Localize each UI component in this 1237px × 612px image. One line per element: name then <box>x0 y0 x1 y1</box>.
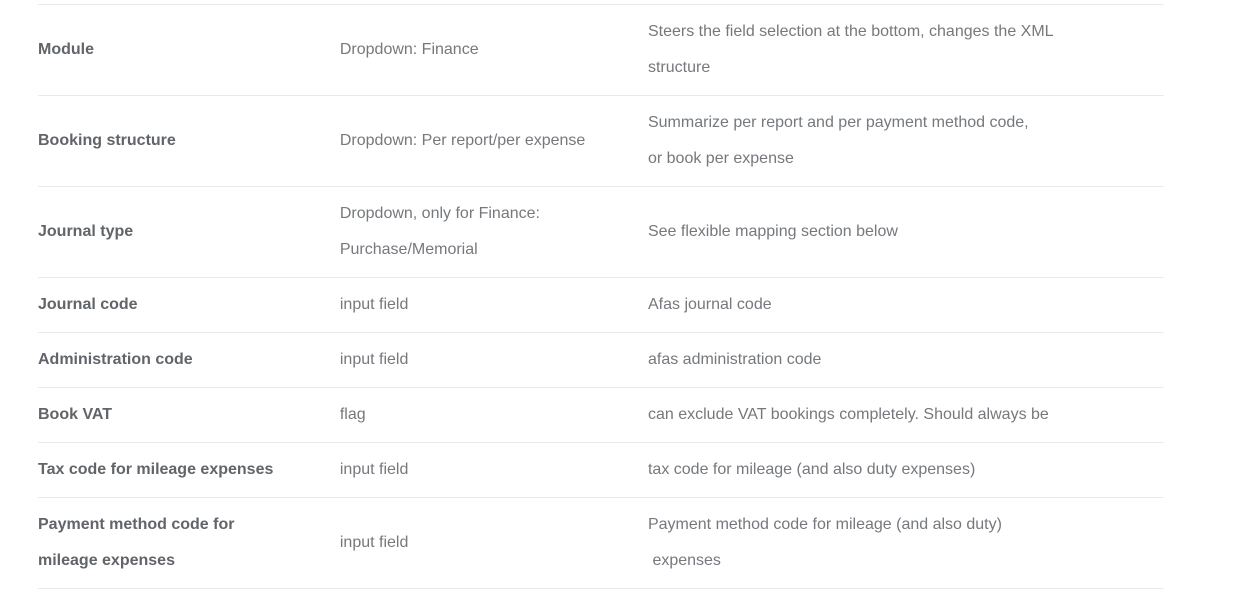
field-description-cell: Summarize per report and per payment met… <box>647 114 1029 167</box>
field-name-cell: Tax code for mileage expenses <box>38 461 274 478</box>
table-row: Journal code input field Afas journal co… <box>38 277 1164 333</box>
field-description-cell: afas administration code <box>647 351 822 368</box>
field-name-cell: Payment method code for mileage expenses <box>38 516 235 569</box>
field-description-cell: Steers the field selection at the bottom… <box>647 23 1054 76</box>
field-type-cell: input field <box>339 351 409 368</box>
field-description-cell: can exclude VAT bookings completely. Sho… <box>647 406 1049 423</box>
field-type-cell: input field <box>339 534 409 551</box>
field-type-cell: Dropdown, only for Finance: Purchase/Mem… <box>339 205 540 258</box>
field-name-cell: Booking structure <box>38 132 176 149</box>
field-description-cell: See flexible mapping section below <box>647 223 898 240</box>
table-row: Module Dropdown: Finance Steers the fiel… <box>38 4 1164 96</box>
field-description-cell: Payment method code for mileage (and als… <box>647 516 1002 569</box>
field-name-cell: Journal type <box>38 223 134 240</box>
settings-table-container: Module Dropdown: Finance Steers the fiel… <box>38 0 1164 589</box>
field-type-cell: flag <box>339 406 366 423</box>
field-type-cell: Dropdown: Finance <box>339 41 479 58</box>
table-row: Booking structure Dropdown: Per report/p… <box>38 95 1164 187</box>
field-type-cell: input field <box>339 461 409 478</box>
table-row: Journal type Dropdown, only for Finance:… <box>38 186 1164 278</box>
field-name-cell: Journal code <box>38 296 138 313</box>
table-row: Payment method code for mileage expenses… <box>38 497 1164 589</box>
field-type-cell: Dropdown: Per report/per expense <box>339 132 586 149</box>
field-description-cell: tax code for mileage (and also duty expe… <box>647 461 976 478</box>
field-name-cell: Module <box>38 41 94 58</box>
field-type-cell: input field <box>339 296 409 313</box>
table-row: Administration code input field afas adm… <box>38 332 1164 388</box>
field-name-cell: Book VAT <box>38 406 113 423</box>
field-name-cell: Administration code <box>38 351 193 368</box>
field-description-cell: Afas journal code <box>647 296 772 313</box>
table-row: Book VAT flag can exclude VAT bookings c… <box>38 387 1164 443</box>
table-row: Tax code for mileage expenses input fiel… <box>38 442 1164 498</box>
field-mapping-table: Module Dropdown: Finance Steers the fiel… <box>38 4 1164 589</box>
